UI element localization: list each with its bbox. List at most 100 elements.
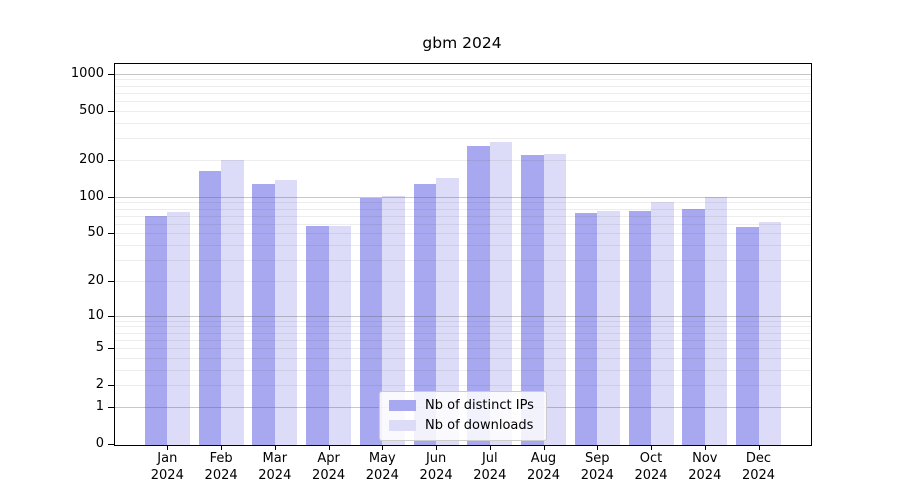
grid-line-major <box>115 315 811 317</box>
x-tick-mark <box>436 445 438 450</box>
plot-area <box>114 63 812 446</box>
x-tick-mark <box>651 445 652 450</box>
grid-line-minor <box>115 223 811 225</box>
grid-line-minor <box>115 245 811 246</box>
bar-downloads-jul <box>489 142 513 445</box>
x-tick-label-dec: Dec 2024 <box>741 451 776 483</box>
bar-downloads-aug <box>543 153 567 445</box>
y-tick-mark <box>108 159 114 161</box>
y-tick-mark <box>108 110 114 112</box>
bar-downloads-nov <box>704 197 728 445</box>
grid-line-minor <box>115 326 811 328</box>
y-tick-mark <box>108 444 114 445</box>
grid-line-minor <box>115 280 811 282</box>
y-tick-label: 1000 <box>70 65 104 81</box>
x-tick-mark <box>758 445 760 450</box>
grid-line-minor <box>115 215 811 217</box>
bar-ips-jun <box>413 184 437 445</box>
bar-downloads-sep <box>597 210 620 445</box>
x-tick-label-jan: Jan 2024 <box>150 451 184 483</box>
bar-downloads-mar <box>274 179 298 445</box>
x-tick-label-sep: Sep 2024 <box>580 451 614 483</box>
grid-line-major <box>115 196 811 198</box>
grid-line-minor <box>115 101 811 103</box>
grid-line-minor <box>115 202 811 204</box>
chart-title: gbm 2024 <box>422 34 502 52</box>
legend-swatch-downloads <box>389 420 416 431</box>
y-tick-label: 5 <box>95 340 104 355</box>
bar-ips-apr <box>306 226 329 445</box>
legend-label-distinct-ips: Nb of distinct IPs <box>425 398 534 413</box>
bar-ips-mar <box>252 183 275 445</box>
bar-ips-sep <box>574 213 598 445</box>
bar-downloads-apr <box>328 225 352 445</box>
x-tick-label-jul: Jul 2024 <box>473 451 507 483</box>
x-tick-label-mar: Mar 2024 <box>258 451 292 483</box>
y-tick-label: 50 <box>87 225 104 241</box>
bar-ips-jan <box>144 215 168 445</box>
bar-downloads-oct <box>651 202 674 445</box>
legend: Nb of distinct IPs Nb of downloads <box>379 391 547 441</box>
bar-downloads-jan <box>167 211 190 445</box>
x-tick-label-oct: Oct 2024 <box>634 451 668 483</box>
x-tick-label-aug: Aug 2024 <box>526 451 561 483</box>
x-tick-mark <box>221 445 223 450</box>
grid-line-minor <box>115 260 811 261</box>
x-tick-mark <box>704 445 706 450</box>
grid-line-major <box>115 73 811 75</box>
grid-line-minor <box>115 369 811 371</box>
legend-label-downloads: Nb of downloads <box>425 418 534 433</box>
grid-line-minor <box>115 138 811 140</box>
grid-line-minor <box>115 159 811 161</box>
bar-ips-oct <box>628 210 651 445</box>
y-tick-mark <box>108 73 114 75</box>
grid-line-minor <box>115 233 811 235</box>
grid-line-minor <box>115 385 811 387</box>
grid-line-minor <box>115 79 811 81</box>
y-tick-label: 0 <box>95 436 104 451</box>
legend-item-downloads: Nb of downloads <box>389 417 534 434</box>
x-tick-mark <box>489 445 491 450</box>
y-tick-mark <box>108 196 114 198</box>
grid-line-minor <box>115 357 811 359</box>
grid-line-minor <box>115 122 811 124</box>
x-tick-label-nov: Nov 2024 <box>688 451 722 483</box>
y-tick-label: 1 <box>95 398 104 414</box>
y-tick-mark <box>108 406 114 408</box>
bar-ips-jul <box>467 146 490 445</box>
bar-downloads-jun <box>436 177 459 445</box>
grid-line-minor <box>115 332 811 334</box>
grid-line-minor <box>115 92 811 94</box>
grid-line-minor <box>115 208 811 210</box>
y-tick-mark <box>108 348 114 349</box>
x-tick-mark <box>543 445 545 450</box>
bar-ips-nov <box>682 209 705 445</box>
bar-downloads-may <box>382 196 405 445</box>
x-tick-mark <box>597 445 599 450</box>
bar-downloads-feb <box>221 159 244 445</box>
x-tick-mark <box>167 445 169 450</box>
bar-ips-may <box>359 197 383 445</box>
y-tick-mark <box>108 233 114 235</box>
x-tick-label-feb: Feb 2024 <box>204 451 238 483</box>
legend-item-distinct-ips: Nb of distinct IPs <box>389 397 534 414</box>
x-tick-label-jun: Jun 2024 <box>419 451 453 483</box>
y-tick-label: 10 <box>87 307 104 323</box>
x-tick-mark <box>274 445 276 450</box>
grid-line-minor <box>115 85 811 87</box>
grid-line-minor <box>115 339 811 341</box>
bar-ips-feb <box>198 171 221 445</box>
y-tick-label: 20 <box>87 272 104 288</box>
grid-line-minor <box>115 110 811 112</box>
x-tick-mark <box>382 445 384 450</box>
y-tick-label: 500 <box>79 102 104 118</box>
x-tick-label-may: May 2024 <box>365 451 399 483</box>
legend-swatch-ips <box>389 400 416 411</box>
y-tick-mark <box>108 385 114 387</box>
bar-ips-dec <box>736 227 759 445</box>
grid-line-minor <box>115 348 811 349</box>
y-tick-mark <box>108 315 114 317</box>
x-tick-label-apr: Apr 2024 <box>312 451 346 483</box>
grid-line-minor <box>115 320 811 322</box>
